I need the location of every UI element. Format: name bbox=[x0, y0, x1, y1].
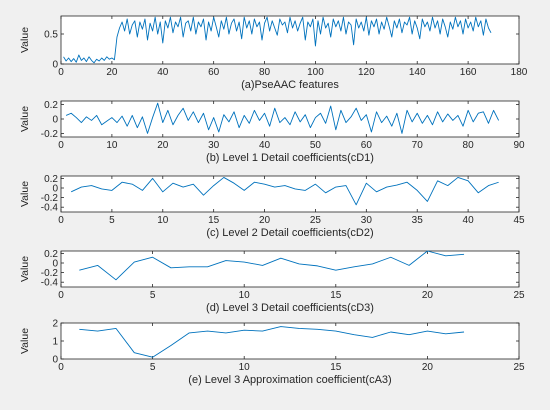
y-axis-label-1: Value bbox=[19, 27, 31, 53]
y-tick-label-4-1: -0.2 bbox=[41, 268, 59, 279]
y-tick-label-5-0: 0 bbox=[52, 355, 58, 366]
y-tick-label-3-1: -0.2 bbox=[41, 193, 59, 204]
series-line-4 bbox=[79, 250, 465, 281]
y-tick-label-2-0: -0.2 bbox=[41, 129, 59, 140]
chart-title-4: (d) Level 3 Detail coefficients(cD3) bbox=[206, 302, 374, 314]
axes-5 bbox=[60, 322, 520, 360]
x-tick-label-5-1: 5 bbox=[150, 362, 156, 373]
y-axis-label-4: Value bbox=[19, 256, 31, 282]
chart-title-2: (b) Level 1 Detail coefficients(cD1) bbox=[206, 152, 374, 164]
x-tick-label-3-8: 40 bbox=[463, 215, 475, 226]
x-tick-label-3-6: 30 bbox=[361, 215, 373, 226]
axes-2 bbox=[60, 100, 520, 138]
x-tick-label-2-9: 90 bbox=[513, 140, 525, 151]
x-tick-label-4-3: 15 bbox=[330, 290, 342, 301]
y-tick-label-5-1: 1 bbox=[52, 337, 58, 348]
x-tick-label-3-7: 35 bbox=[412, 215, 424, 226]
x-tick-label-1-4: 80 bbox=[259, 67, 271, 78]
y-tick-label-4-2: 0 bbox=[52, 259, 58, 270]
series-line-3 bbox=[70, 176, 499, 206]
x-tick-label-2-8: 80 bbox=[463, 140, 475, 151]
x-tick-label-4-0: 0 bbox=[58, 290, 64, 301]
y-tick-label-2-2: 0.2 bbox=[44, 100, 58, 111]
x-tick-label-2-6: 60 bbox=[361, 140, 373, 151]
x-tick-label-1-7: 140 bbox=[409, 67, 426, 78]
x-tick-label-5-3: 15 bbox=[330, 362, 342, 373]
x-tick-label-1-6: 120 bbox=[358, 67, 375, 78]
x-tick-label-3-4: 20 bbox=[259, 215, 271, 226]
x-tick-label-1-8: 160 bbox=[460, 67, 477, 78]
x-tick-label-1-0: 0 bbox=[58, 67, 64, 78]
series-line-2 bbox=[65, 102, 500, 134]
x-tick-label-4-5: 25 bbox=[513, 290, 525, 301]
y-axis-label-5: Value bbox=[19, 328, 31, 354]
x-tick-label-1-3: 60 bbox=[208, 67, 220, 78]
x-tick-label-2-7: 70 bbox=[412, 140, 424, 151]
x-tick-label-5-5: 25 bbox=[513, 362, 525, 373]
x-tick-label-2-4: 40 bbox=[259, 140, 271, 151]
chart-title-5: (e) Level 3 Approximation coefficient(cA… bbox=[188, 374, 391, 386]
x-tick-label-5-0: 0 bbox=[58, 362, 64, 373]
x-tick-label-4-1: 5 bbox=[150, 290, 156, 301]
y-tick-label-3-0: -0.4 bbox=[41, 203, 59, 214]
y-tick-label-1-0: 0 bbox=[52, 60, 58, 71]
x-tick-label-3-9: 45 bbox=[513, 215, 525, 226]
y-tick-label-2-1: 0 bbox=[52, 115, 58, 126]
y-tick-label-3-2: 0 bbox=[52, 184, 58, 195]
series-line-1 bbox=[63, 16, 492, 64]
x-tick-label-3-5: 25 bbox=[310, 215, 322, 226]
chart-title-1: (a)PseAAC features bbox=[241, 79, 339, 91]
y-tick-label-5-2: 2 bbox=[52, 319, 58, 330]
x-tick-label-3-1: 5 bbox=[109, 215, 115, 226]
chart-title-3: (c) Level 2 Detail coefficients(cD2) bbox=[206, 227, 373, 239]
x-tick-label-4-2: 10 bbox=[239, 290, 251, 301]
axes-4 bbox=[60, 250, 520, 288]
x-tick-label-2-0: 0 bbox=[58, 140, 64, 151]
x-tick-label-1-1: 20 bbox=[106, 67, 118, 78]
x-tick-label-5-4: 20 bbox=[422, 362, 434, 373]
axes-1 bbox=[60, 15, 520, 65]
x-tick-label-1-2: 40 bbox=[157, 67, 169, 78]
x-tick-label-2-1: 10 bbox=[106, 140, 118, 151]
y-tick-label-3-3: 0.2 bbox=[44, 174, 58, 185]
x-tick-label-3-3: 15 bbox=[208, 215, 220, 226]
x-tick-label-1-9: 180 bbox=[511, 67, 528, 78]
y-tick-label-4-0: -0.4 bbox=[41, 278, 59, 289]
x-tick-label-2-5: 50 bbox=[310, 140, 322, 151]
y-axis-label-2: Value bbox=[19, 106, 31, 132]
y-axis-label-3: Value bbox=[19, 181, 31, 207]
axes-3 bbox=[60, 175, 520, 213]
y-tick-label-1-1: 0.5 bbox=[44, 30, 58, 41]
x-tick-label-3-2: 10 bbox=[157, 215, 169, 226]
x-tick-label-1-5: 100 bbox=[307, 67, 324, 78]
y-tick-label-4-3: 0.2 bbox=[44, 249, 58, 260]
x-tick-label-2-2: 20 bbox=[157, 140, 169, 151]
x-tick-label-4-4: 20 bbox=[422, 290, 434, 301]
series-line-5 bbox=[79, 326, 465, 358]
x-tick-label-5-2: 10 bbox=[239, 362, 251, 373]
x-tick-label-2-3: 30 bbox=[208, 140, 220, 151]
x-tick-label-3-0: 0 bbox=[58, 215, 64, 226]
